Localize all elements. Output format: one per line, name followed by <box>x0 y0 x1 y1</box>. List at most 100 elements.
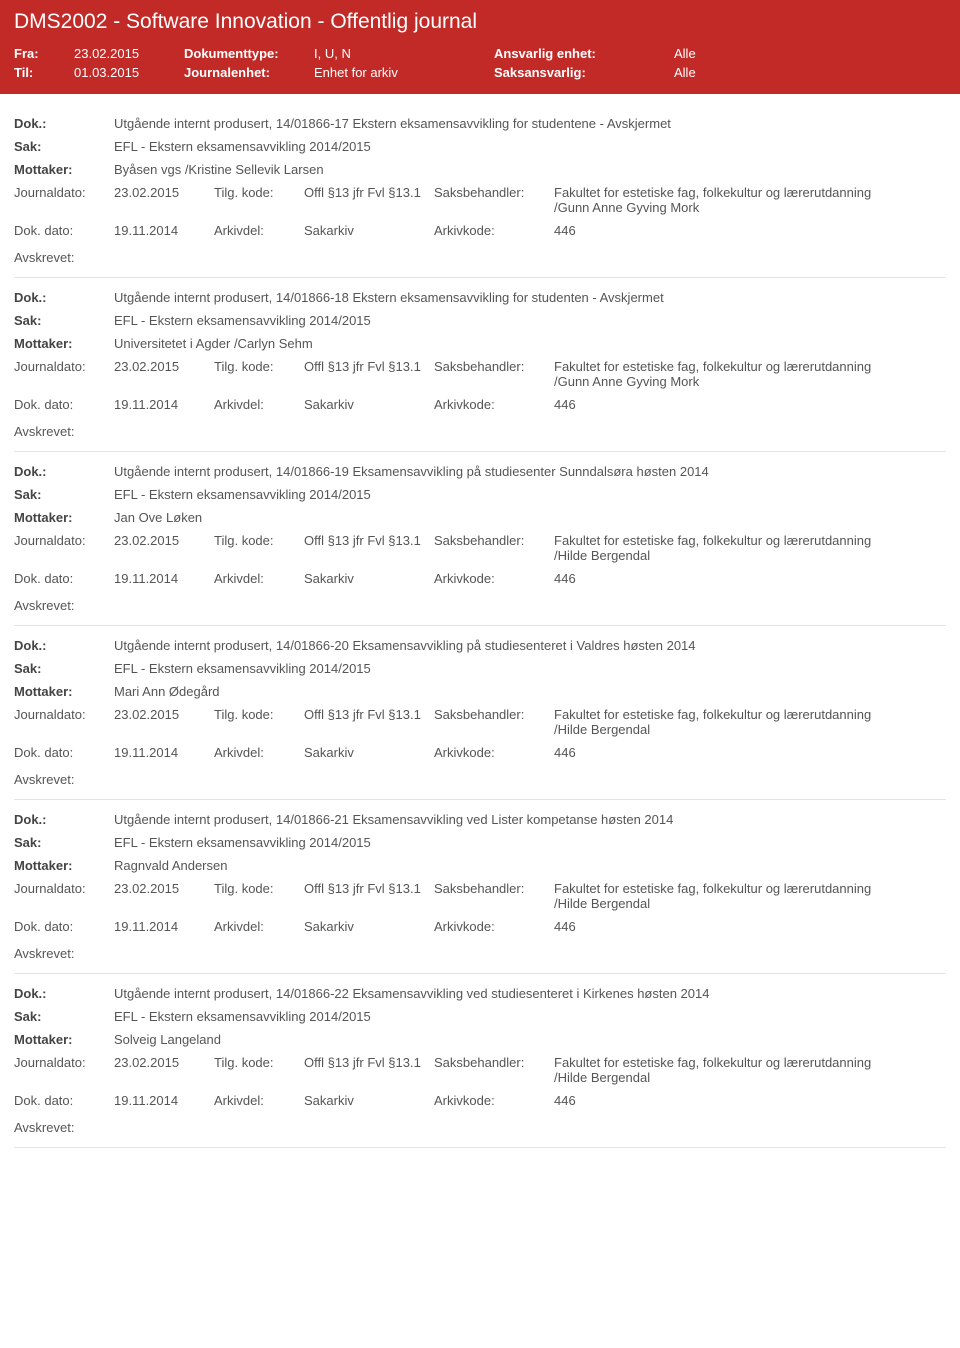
mottaker-label: Mottaker: <box>14 162 114 177</box>
til-label: Til: <box>14 65 74 80</box>
tilgkode-label: Tilg. kode: <box>214 185 304 200</box>
tilgkode-value: Offl §13 jfr Fvl §13.1 <box>304 707 434 722</box>
dok-label: Dok.: <box>14 812 114 827</box>
dokdato-label: Dok. dato: <box>14 397 114 412</box>
mottaker-label: Mottaker: <box>14 1032 114 1047</box>
page-title: DMS2002 - Software Innovation - Offentli… <box>14 10 946 34</box>
tilgkode-value: Offl §13 jfr Fvl §13.1 <box>304 1055 434 1070</box>
saksbehandler-label: Saksbehandler: <box>434 185 554 200</box>
mottaker-value: Mari Ann Ødegård <box>114 684 220 699</box>
avskrevet-label: Avskrevet: <box>14 938 946 969</box>
mottaker-label: Mottaker: <box>14 684 114 699</box>
arkivdel-value: Sakarkiv <box>304 397 434 412</box>
saksbehandler-label: Saksbehandler: <box>434 1055 554 1070</box>
arkivkode-value: 446 <box>554 397 946 412</box>
saksansvarlig-value: Alle <box>674 65 696 80</box>
arkivkode-label: Arkivkode: <box>434 397 554 412</box>
tilgkode-value: Offl §13 jfr Fvl §13.1 <box>304 533 434 548</box>
dok-value: Utgående internt produsert, 14/01866-21 … <box>114 812 673 827</box>
til-value: 01.03.2015 <box>74 65 184 80</box>
dokdato-label: Dok. dato: <box>14 223 114 238</box>
sak-value: EFL - Ekstern eksamensavvikling 2014/201… <box>114 1009 371 1024</box>
arkivdel-label: Arkivdel: <box>214 223 304 238</box>
tilgkode-label: Tilg. kode: <box>214 359 304 374</box>
mottaker-value: Solveig Langeland <box>114 1032 221 1047</box>
dok-label: Dok.: <box>14 116 114 131</box>
dokdato-value: 19.11.2014 <box>114 745 214 760</box>
saksbehandler-label: Saksbehandler: <box>434 707 554 722</box>
arkivdel-value: Sakarkiv <box>304 223 434 238</box>
dokdato-value: 19.11.2014 <box>114 571 214 586</box>
arkivkode-value: 446 <box>554 919 946 934</box>
journalenhet-label: Journalenhet: <box>184 65 314 80</box>
dok-label: Dok.: <box>14 464 114 479</box>
dokdato-label: Dok. dato: <box>14 1093 114 1108</box>
tilgkode-label: Tilg. kode: <box>214 1055 304 1070</box>
avskrevet-label: Avskrevet: <box>14 416 946 447</box>
mottaker-value: Universitetet i Agder /Carlyn Sehm <box>114 336 313 351</box>
dok-value: Utgående internt produsert, 14/01866-17 … <box>114 116 671 131</box>
dok-label: Dok.: <box>14 290 114 305</box>
journaldato-label: Journaldato: <box>14 185 114 200</box>
arkivkode-label: Arkivkode: <box>434 919 554 934</box>
journaldato-value: 23.02.2015 <box>114 185 214 200</box>
saksbehandler-value: Fakultet for estetiske fag, folkekultur … <box>554 881 946 911</box>
journaldato-label: Journaldato: <box>14 881 114 896</box>
ansvarlig-value: Alle <box>674 46 696 61</box>
arkivdel-value: Sakarkiv <box>304 745 434 760</box>
tilgkode-label: Tilg. kode: <box>214 533 304 548</box>
sak-label: Sak: <box>14 835 114 850</box>
tilgkode-label: Tilg. kode: <box>214 881 304 896</box>
sak-value: EFL - Ekstern eksamensavvikling 2014/201… <box>114 139 371 154</box>
avskrevet-label: Avskrevet: <box>14 764 946 795</box>
arkivkode-value: 446 <box>554 571 946 586</box>
dok-label: Dok.: <box>14 986 114 1001</box>
doktype-value: I, U, N <box>314 46 494 61</box>
sak-value: EFL - Ekstern eksamensavvikling 2014/201… <box>114 835 371 850</box>
sak-label: Sak: <box>14 313 114 328</box>
journalenhet-value: Enhet for arkiv <box>314 65 494 80</box>
arkivkode-label: Arkivkode: <box>434 1093 554 1108</box>
saksbehandler-value: Fakultet for estetiske fag, folkekultur … <box>554 707 946 737</box>
journal-entry: Dok.:Utgående internt produsert, 14/0186… <box>14 800 946 974</box>
saksansvarlig-label: Saksansvarlig: <box>494 65 674 80</box>
dok-value: Utgående internt produsert, 14/01866-22 … <box>114 986 709 1001</box>
journaldato-value: 23.02.2015 <box>114 881 214 896</box>
journal-entry: Dok.:Utgående internt produsert, 14/0186… <box>14 278 946 452</box>
journal-entry: Dok.:Utgående internt produsert, 14/0186… <box>14 104 946 278</box>
arkivkode-value: 446 <box>554 223 946 238</box>
sak-label: Sak: <box>14 487 114 502</box>
fra-label: Fra: <box>14 46 74 61</box>
arkivkode-label: Arkivkode: <box>434 223 554 238</box>
dokdato-value: 19.11.2014 <box>114 919 214 934</box>
header-row-1: Fra: 23.02.2015 Dokumenttype: I, U, N An… <box>14 44 946 63</box>
dok-label: Dok.: <box>14 638 114 653</box>
journaldato-value: 23.02.2015 <box>114 533 214 548</box>
mottaker-value: Ragnvald Andersen <box>114 858 227 873</box>
dokdato-label: Dok. dato: <box>14 571 114 586</box>
sak-label: Sak: <box>14 1009 114 1024</box>
arkivdel-value: Sakarkiv <box>304 919 434 934</box>
journaldato-label: Journaldato: <box>14 1055 114 1070</box>
arkivkode-label: Arkivkode: <box>434 571 554 586</box>
dok-value: Utgående internt produsert, 14/01866-18 … <box>114 290 664 305</box>
mottaker-label: Mottaker: <box>14 336 114 351</box>
mottaker-value: Byåsen vgs /Kristine Sellevik Larsen <box>114 162 324 177</box>
saksbehandler-label: Saksbehandler: <box>434 533 554 548</box>
saksbehandler-value: Fakultet for estetiske fag, folkekultur … <box>554 185 946 215</box>
avskrevet-label: Avskrevet: <box>14 242 946 273</box>
journaldato-value: 23.02.2015 <box>114 359 214 374</box>
arkivdel-label: Arkivdel: <box>214 1093 304 1108</box>
journaldato-label: Journaldato: <box>14 707 114 722</box>
dokdato-label: Dok. dato: <box>14 919 114 934</box>
dokdato-value: 19.11.2014 <box>114 223 214 238</box>
journal-entry: Dok.:Utgående internt produsert, 14/0186… <box>14 626 946 800</box>
dokdato-label: Dok. dato: <box>14 745 114 760</box>
tilgkode-value: Offl §13 jfr Fvl §13.1 <box>304 359 434 374</box>
journaldato-value: 23.02.2015 <box>114 1055 214 1070</box>
sak-label: Sak: <box>14 661 114 676</box>
report-header: DMS2002 - Software Innovation - Offentli… <box>0 0 960 94</box>
saksbehandler-value: Fakultet for estetiske fag, folkekultur … <box>554 533 946 563</box>
sak-value: EFL - Ekstern eksamensavvikling 2014/201… <box>114 313 371 328</box>
arkivdel-label: Arkivdel: <box>214 919 304 934</box>
